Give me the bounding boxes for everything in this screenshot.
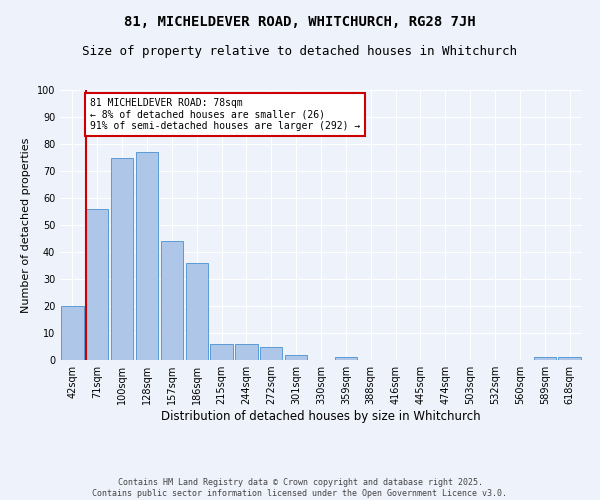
Bar [285, 354, 307, 360]
Bar [136, 152, 158, 360]
Text: Size of property relative to detached houses in Whitchurch: Size of property relative to detached ho… [83, 45, 517, 58]
Bar [533, 358, 556, 360]
Bar [61, 306, 83, 360]
X-axis label: Distribution of detached houses by size in Whitchurch: Distribution of detached houses by size … [161, 410, 481, 423]
Text: Contains HM Land Registry data © Crown copyright and database right 2025.
Contai: Contains HM Land Registry data © Crown c… [92, 478, 508, 498]
Text: 81, MICHELDEVER ROAD, WHITCHURCH, RG28 7JH: 81, MICHELDEVER ROAD, WHITCHURCH, RG28 7… [124, 15, 476, 29]
Bar [161, 241, 183, 360]
Bar [260, 346, 283, 360]
Bar [86, 209, 109, 360]
Bar [235, 344, 257, 360]
Text: 81 MICHELDEVER ROAD: 78sqm
← 8% of detached houses are smaller (26)
91% of semi-: 81 MICHELDEVER ROAD: 78sqm ← 8% of detac… [90, 98, 360, 132]
Y-axis label: Number of detached properties: Number of detached properties [21, 138, 31, 312]
Bar [559, 358, 581, 360]
Bar [111, 158, 133, 360]
Bar [335, 358, 357, 360]
Bar [211, 344, 233, 360]
Bar [185, 263, 208, 360]
